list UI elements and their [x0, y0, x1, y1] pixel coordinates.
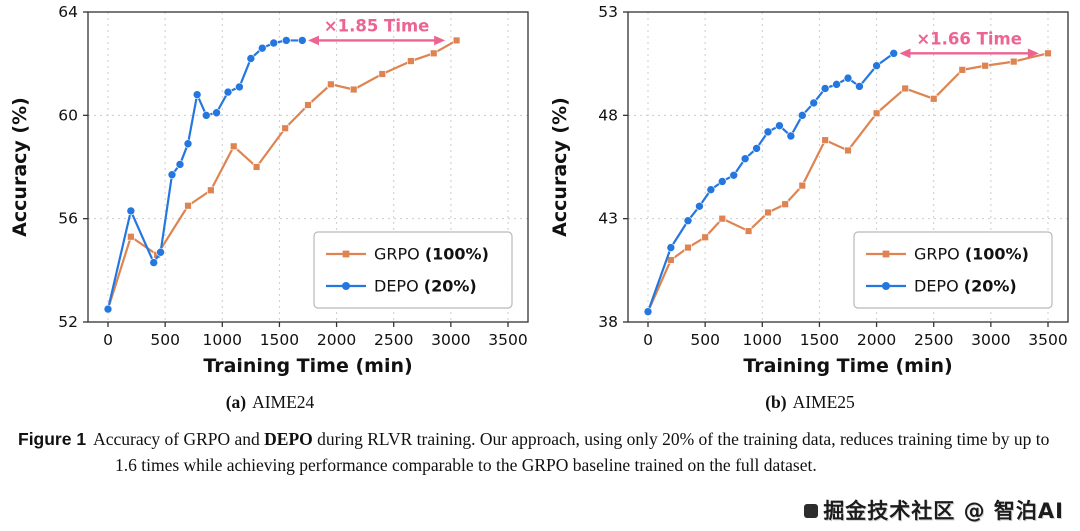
- svg-text:1500: 1500: [260, 331, 299, 349]
- watermark: 掘金技术社区 @ 智泊AI: [804, 495, 1064, 525]
- svg-text:38: 38: [598, 313, 618, 331]
- svg-text:3500: 3500: [488, 331, 527, 349]
- svg-text:53: 53: [598, 3, 618, 21]
- svg-text:52: 52: [58, 313, 78, 331]
- figure-caption: Figure 1 Accuracy of GRPO and DEPO during…: [18, 429, 1050, 475]
- svg-text:500: 500: [690, 331, 720, 349]
- svg-text:×1.85 Time: ×1.85 Time: [324, 16, 430, 35]
- svg-text:43: 43: [598, 210, 618, 228]
- svg-text:1000: 1000: [203, 331, 242, 349]
- aime25-line-chart: 0 500 1000 1500 2000 2500 3000 3500 38 43 48 53 Trai…: [549, 3, 1069, 377]
- svg-text:64: 64: [58, 3, 78, 21]
- svg-text:2000: 2000: [857, 331, 896, 349]
- svg-text:DEPO (20%): DEPO (20%): [914, 277, 1017, 296]
- svg-text:56: 56: [58, 210, 78, 228]
- aime24-line-chart: 0 500 1000 1500 2000 2500 3000 3500 52 56 60 64 Trai…: [9, 3, 529, 377]
- charts-row: 0 500 1000 1500 2000 2500 3000 3500 52 56 60 64 Trai…: [0, 0, 1080, 413]
- svg-text:Training Time (min): Training Time (min): [203, 355, 412, 377]
- svg-text:500: 500: [150, 331, 180, 349]
- chart-panel-aime24: 0 500 1000 1500 2000 2500 3000 3500 52 56 60 64 Trai…: [0, 0, 540, 413]
- chart-panel-aime25: 0 500 1000 1500 2000 2500 3000 3500 38 43 48 53 Trai…: [540, 0, 1080, 413]
- subplot-label-a: (a): [225, 392, 247, 412]
- svg-text:GRPO (100%): GRPO (100%): [374, 245, 489, 264]
- watermark-logo-icon: [804, 504, 819, 518]
- svg-text:Training Time (min): Training Time (min): [743, 355, 952, 377]
- svg-text:2500: 2500: [374, 331, 413, 349]
- svg-text:3000: 3000: [431, 331, 470, 349]
- svg-text:×1.66 Time: ×1.66 Time: [916, 29, 1022, 48]
- svg-text:2000: 2000: [317, 331, 356, 349]
- subplot-name-b: AIME25: [792, 392, 855, 412]
- svg-text:3000: 3000: [971, 331, 1010, 349]
- svg-text:0: 0: [643, 331, 653, 349]
- subplot-label-b: (b): [765, 392, 787, 412]
- svg-text:DEPO (20%): DEPO (20%): [374, 277, 477, 296]
- watermark-text: 掘金技术社区 @ 智泊AI: [823, 499, 1064, 523]
- subplot-name-a: AIME24: [252, 392, 315, 412]
- svg-text:Accuracy (%): Accuracy (%): [549, 97, 571, 237]
- svg-text:48: 48: [598, 106, 618, 124]
- svg-text:0: 0: [103, 331, 113, 349]
- svg-text:1000: 1000: [743, 331, 782, 349]
- svg-text:1500: 1500: [800, 331, 839, 349]
- svg-text:Accuracy (%): Accuracy (%): [9, 97, 31, 237]
- svg-text:GRPO (100%): GRPO (100%): [914, 245, 1029, 264]
- svg-text:60: 60: [58, 106, 78, 124]
- subplot-caption-b: (b) AIME25: [540, 392, 1080, 413]
- svg-text:3500: 3500: [1028, 331, 1067, 349]
- svg-text:2500: 2500: [914, 331, 953, 349]
- subplot-caption-a: (a) AIME24: [0, 392, 540, 413]
